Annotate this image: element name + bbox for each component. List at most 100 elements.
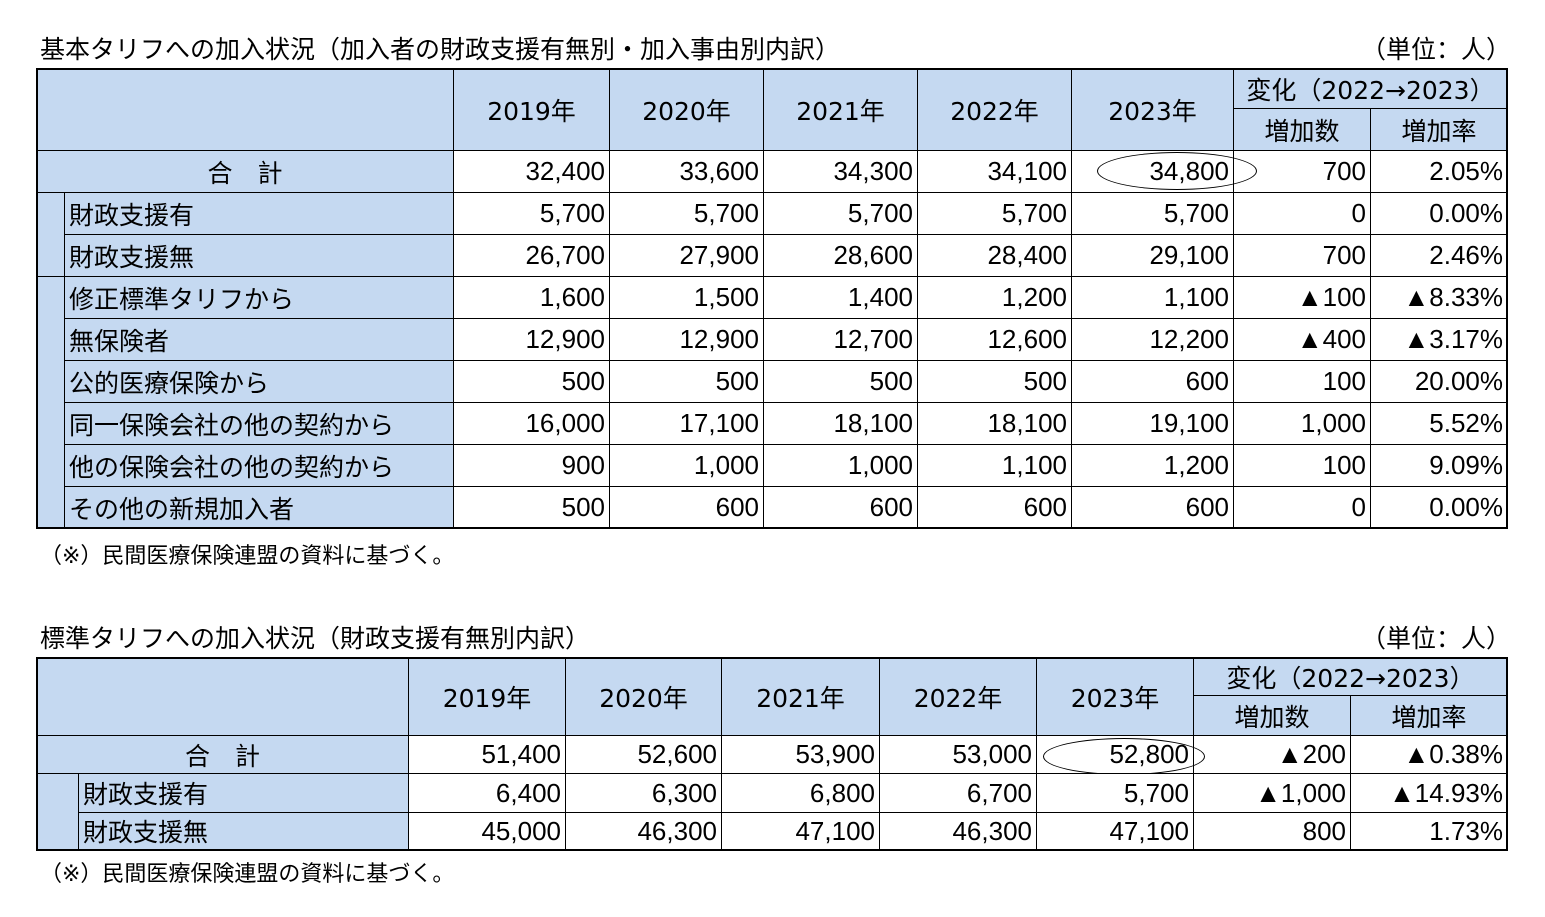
value-cell: 0.00% [1370, 486, 1508, 529]
value-cell: 9.09% [1370, 444, 1508, 487]
value-cell: ▲3.17% [1370, 318, 1508, 361]
group-strip [36, 192, 65, 277]
value-cell: 100 [1233, 360, 1371, 403]
change-subheader: 増加数 [1193, 695, 1351, 736]
value-cell: 600 [917, 486, 1072, 529]
year-header: 2023年 [1036, 657, 1194, 736]
value-cell: 45,000 [408, 811, 566, 852]
value-cell: 51,400 [408, 735, 566, 775]
change-header: 変化（2022→2023） [1193, 657, 1508, 696]
value-cell: 600 [1071, 360, 1234, 403]
row-label: 財政支援有 [78, 773, 409, 813]
value-cell: 52,600 [565, 735, 722, 775]
header-corner [36, 68, 454, 151]
value-cell: 900 [453, 444, 610, 487]
value-cell: 1,100 [917, 444, 1072, 487]
value-cell: 1,400 [763, 276, 918, 319]
value-cell: 53,900 [721, 735, 880, 775]
value-cell: 1,600 [453, 276, 610, 319]
value-cell: 46,300 [565, 811, 722, 852]
change-subheader: 増加率 [1370, 108, 1508, 151]
value-cell: 0 [1233, 192, 1371, 235]
value-cell: 47,100 [721, 811, 880, 852]
value-cell: 600 [609, 486, 764, 529]
value-cell: ▲8.33% [1370, 276, 1508, 319]
value-cell: 2.05% [1370, 150, 1508, 193]
value-cell: ▲14.93% [1350, 773, 1508, 813]
value-cell: 1,500 [609, 276, 764, 319]
unit-label: （単位：人） [1360, 35, 1511, 64]
value-cell: ▲100 [1233, 276, 1371, 319]
value-cell: 34,300 [763, 150, 918, 193]
value-cell: 100 [1233, 444, 1371, 487]
row-label: 財政支援有 [64, 192, 454, 235]
source-note: （※）民間医療保険連盟の資料に基づく。 [40, 862, 455, 887]
row-label: 財政支援無 [78, 811, 409, 852]
value-cell: 29,100 [1071, 234, 1234, 277]
value-cell: 5,700 [1036, 773, 1194, 813]
row-label: 修正標準タリフから [64, 276, 454, 319]
value-cell: 2.46% [1370, 234, 1508, 277]
change-header: 変化（2022→2023） [1233, 68, 1508, 109]
year-header: 2021年 [721, 657, 880, 736]
value-cell: 0.00% [1370, 192, 1508, 235]
value-cell: 34,100 [917, 150, 1072, 193]
highlight-ellipse [1097, 152, 1257, 190]
value-cell: 1.73% [1350, 811, 1508, 852]
change-subheader: 増加数 [1233, 108, 1371, 151]
value-cell: 5.52% [1370, 402, 1508, 445]
value-cell: 5,700 [763, 192, 918, 235]
value-cell: 5,700 [453, 192, 610, 235]
value-cell: 5,700 [1071, 192, 1234, 235]
year-header: 2019年 [453, 68, 610, 151]
year-header: 2020年 [565, 657, 722, 736]
value-cell: ▲200 [1193, 735, 1351, 775]
row-label: 無保険者 [64, 318, 454, 361]
value-cell: 500 [763, 360, 918, 403]
value-cell: 700 [1233, 234, 1371, 277]
value-cell: 28,400 [917, 234, 1072, 277]
value-cell: 6,300 [565, 773, 722, 813]
value-cell: 500 [917, 360, 1072, 403]
value-cell: 46,300 [879, 811, 1037, 852]
group-strip [36, 773, 79, 852]
row-label: その他の新規加入者 [64, 486, 454, 529]
value-cell: 12,600 [917, 318, 1072, 361]
value-cell: 26,700 [453, 234, 610, 277]
value-cell: 12,200 [1071, 318, 1234, 361]
value-cell: 27,900 [609, 234, 764, 277]
value-cell: 5,700 [917, 192, 1072, 235]
value-cell: 20.00% [1370, 360, 1508, 403]
value-cell: 53,000 [879, 735, 1037, 775]
highlight-ellipse [1043, 738, 1205, 775]
value-cell: 12,700 [763, 318, 918, 361]
value-cell: ▲0.38% [1350, 735, 1508, 775]
total-label: 合 計 [36, 735, 409, 775]
value-cell: 600 [763, 486, 918, 529]
value-cell: ▲1,000 [1193, 773, 1351, 813]
value-cell: 47,100 [1036, 811, 1194, 852]
value-cell: 32,400 [453, 150, 610, 193]
table-title: 標準タリフへの加入状況（財政支援有無別内訳） [40, 624, 591, 653]
total-label: 合 計 [36, 150, 454, 193]
value-cell: 1,200 [1071, 444, 1234, 487]
value-cell: 6,800 [721, 773, 880, 813]
source-note: （※）民間医療保険連盟の資料に基づく。 [40, 544, 455, 569]
value-cell: 1,000 [763, 444, 918, 487]
value-cell: 1,000 [1233, 402, 1371, 445]
row-label: 他の保険会社の他の契約から [64, 444, 454, 487]
unit-label: （単位：人） [1360, 624, 1511, 653]
value-cell: 28,600 [763, 234, 918, 277]
value-cell: 1,200 [917, 276, 1072, 319]
value-cell: 18,100 [763, 402, 918, 445]
value-cell: 800 [1193, 811, 1351, 852]
value-cell: 12,900 [453, 318, 610, 361]
year-header: 2021年 [763, 68, 918, 151]
value-cell: 17,100 [609, 402, 764, 445]
value-cell: 33,600 [609, 150, 764, 193]
value-cell: ▲400 [1233, 318, 1371, 361]
value-cell: 18,100 [917, 402, 1072, 445]
value-cell: 500 [453, 486, 610, 529]
value-cell: 500 [609, 360, 764, 403]
